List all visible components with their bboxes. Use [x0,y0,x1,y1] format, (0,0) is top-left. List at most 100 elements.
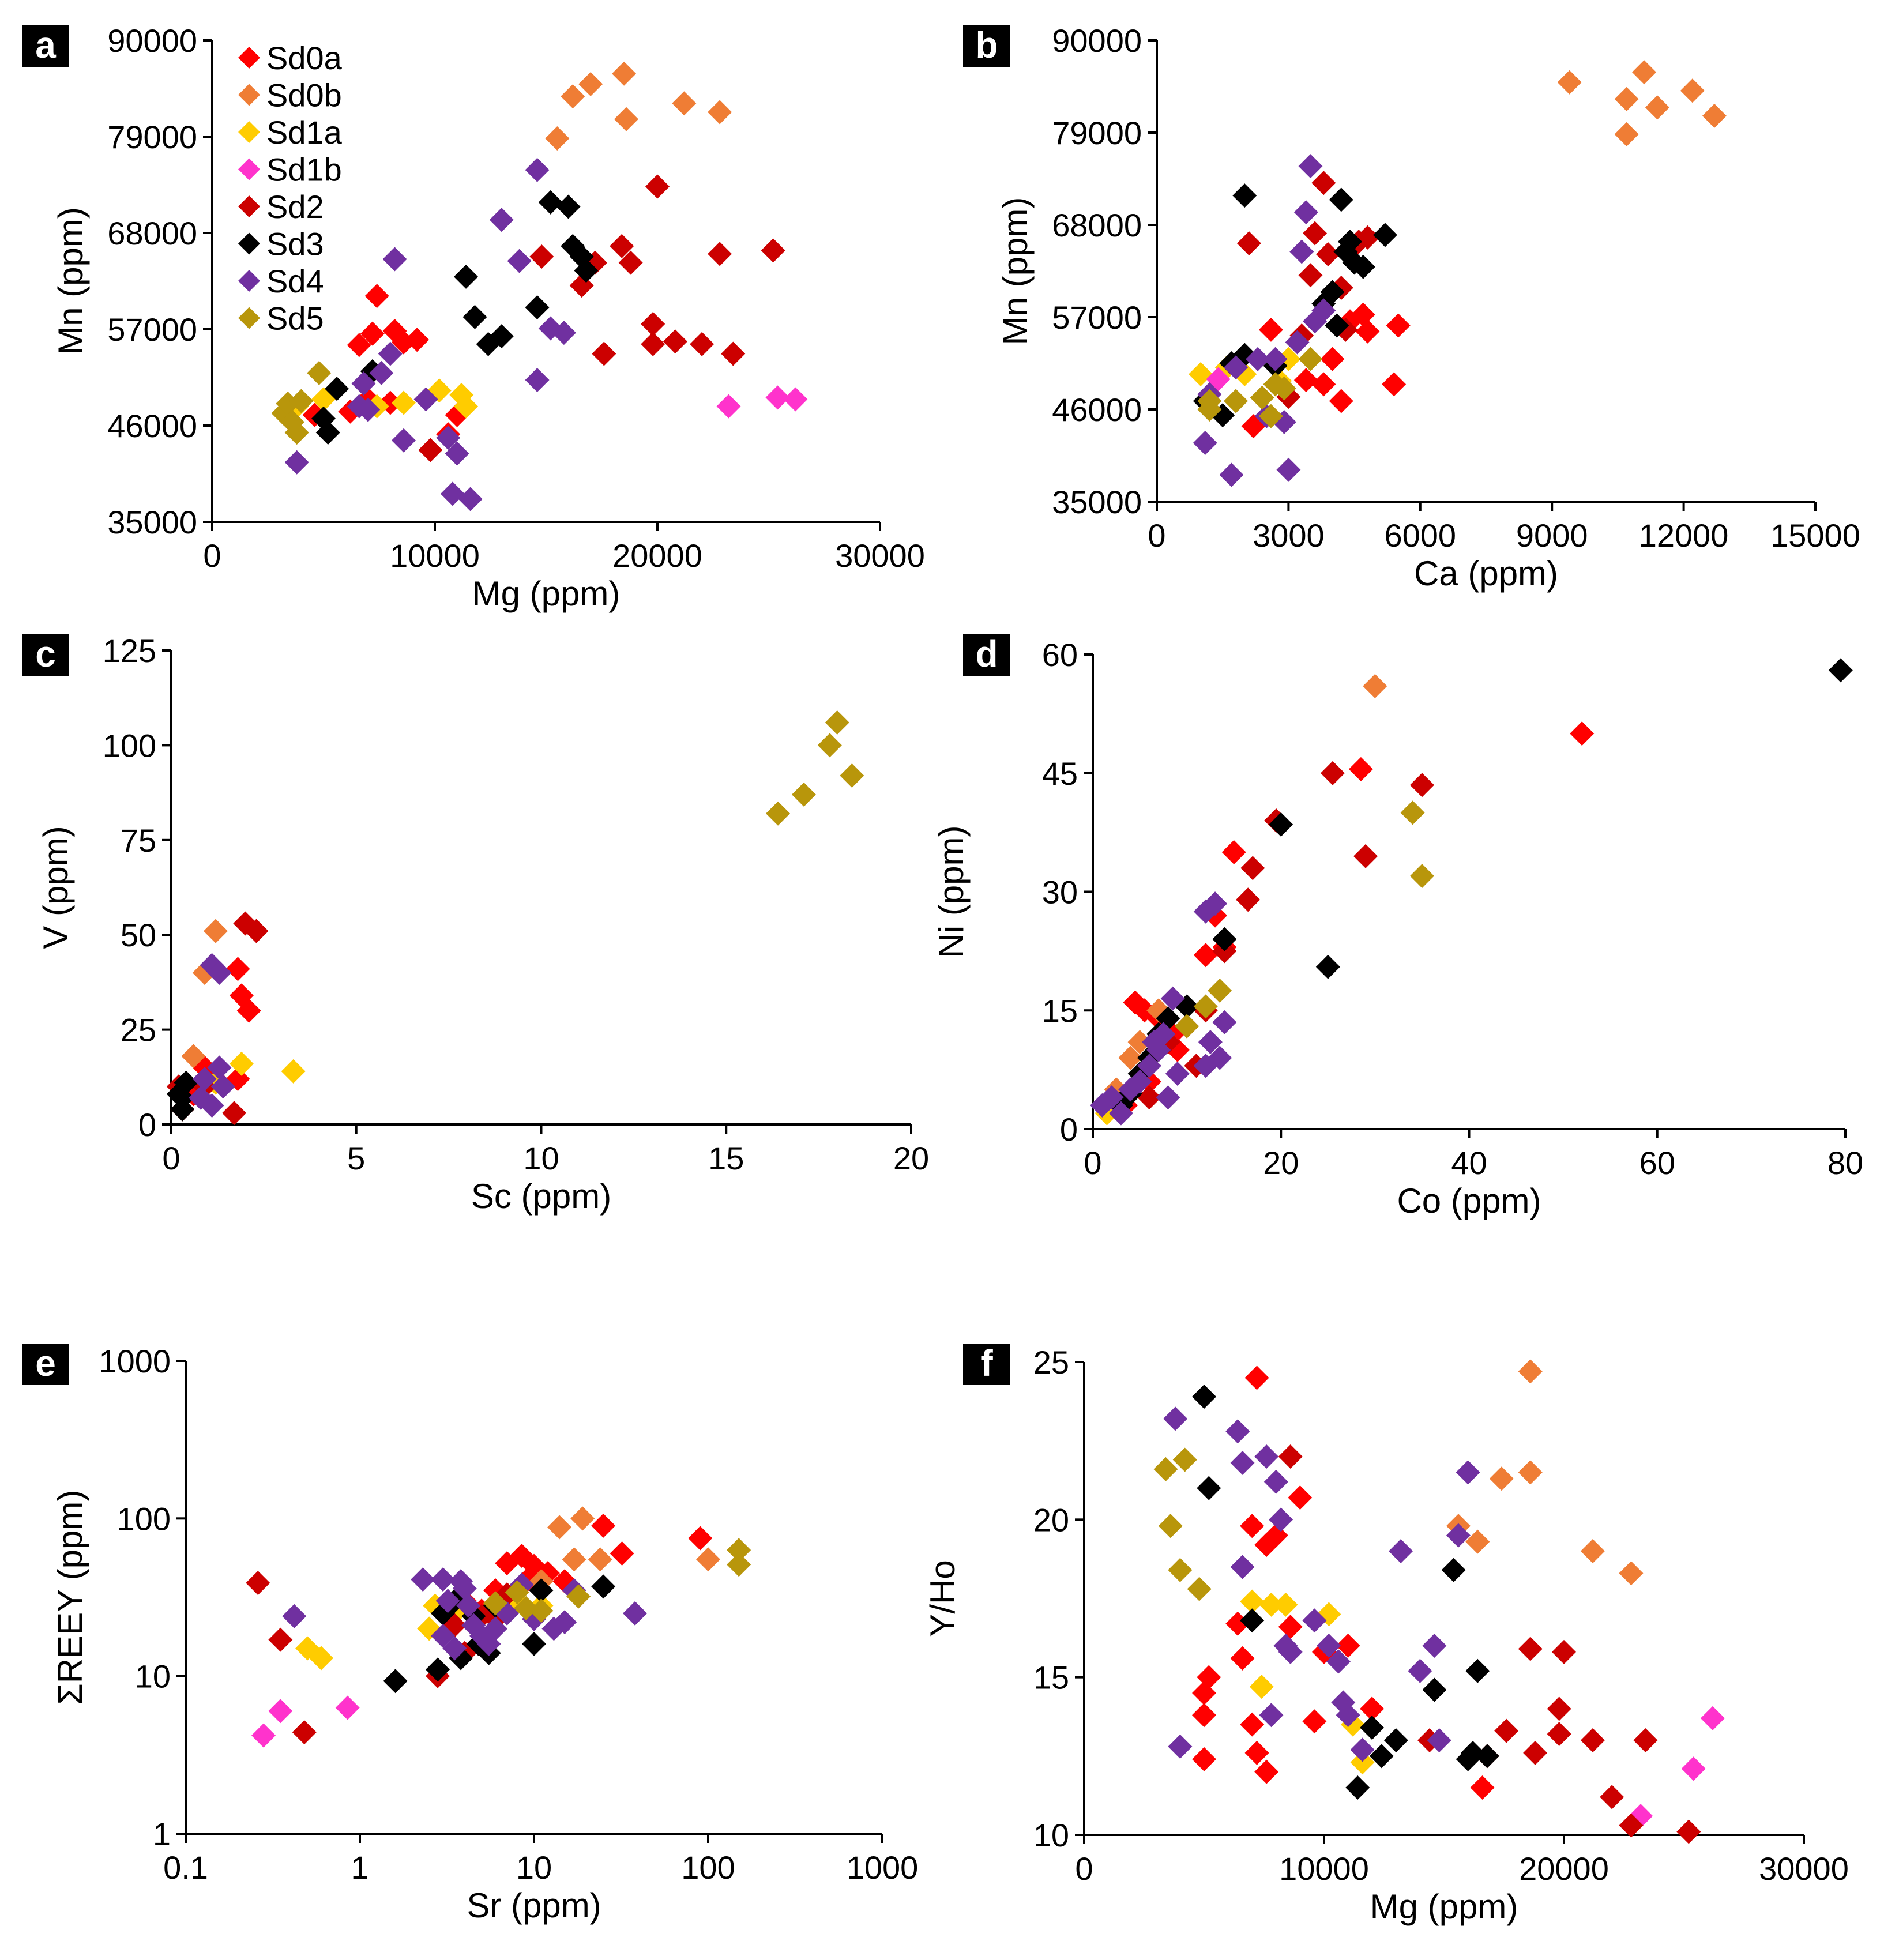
point-sd3 [1360,1716,1385,1740]
point-sd4 [391,428,416,453]
point-sd4 [378,341,403,366]
point-sd4 [1298,154,1323,179]
point-sd4 [623,1601,648,1626]
point-sd1a [1273,1592,1298,1617]
point-sd4 [1311,298,1336,323]
point-sd0a [1192,1703,1216,1728]
point-sd0b [672,91,697,116]
point-sd0b [1465,1529,1490,1554]
panel-badge [963,634,1010,676]
point-sd4 [1203,891,1228,916]
legend-marker-sd0b [238,84,260,106]
y-axis-label: V (ppm) [36,826,75,949]
point-sd0a [225,957,250,981]
point-sd0a [1240,1514,1265,1538]
point-sd2 [721,341,746,366]
point-sd4 [210,1074,235,1099]
point-sd4 [1389,1539,1413,1563]
point-sd3 [1465,1658,1490,1683]
point-sd4 [1230,1555,1255,1579]
point-sd4 [445,441,469,466]
y-tick-label: 15 [1033,1660,1069,1696]
panel-d: 0 20 40 60 80 0 15 30 45 60 Co (ppm) Ni (ppm) d [932,633,1863,1220]
point-sd1a [229,1051,254,1076]
point-sd4 [1090,1093,1115,1118]
point-sd1b [716,394,741,419]
point-sd4 [200,1093,224,1118]
point-sd5 [1208,978,1232,1003]
point-sd5 [483,1591,508,1616]
point-sd4 [1427,1728,1451,1752]
point-sd4 [1302,1608,1327,1633]
point-sd4 [1225,1419,1250,1444]
point-sd3 [538,190,563,215]
point-sd0b [588,1547,612,1572]
point-sd4 [1278,1639,1303,1664]
point-sd0b [1619,1561,1644,1586]
point-sd2 [663,329,687,354]
point-sd1a [1189,362,1213,386]
x-tick-label: 10000 [1279,1850,1369,1887]
point-sd4 [1263,1469,1288,1494]
point-sd4 [525,368,550,393]
point-sd5 [1224,389,1249,413]
point-sd5 [766,801,791,826]
point-sd0a [1192,1747,1216,1771]
point-sd3 [489,324,514,349]
point-sd2 [641,311,665,336]
point-sd3 [1320,280,1345,304]
y-tick-label: 0 [138,1107,156,1143]
point-sd0a [1132,998,1157,1023]
point-sd0a [1288,1485,1313,1510]
point-sd1a [281,1059,306,1084]
point-sd5 [1187,1577,1212,1601]
point-sd0a [405,328,430,352]
point-sd4 [1246,347,1270,371]
point-sd4 [282,1604,307,1628]
point-sd4 [1168,1734,1193,1759]
point-sd3 [522,1631,546,1656]
panel-b: 0 3000 6000 9000 12000 15000 35000 46000 57000 68… [963,22,1860,593]
legend-label-sd2: Sd2 [266,189,324,225]
point-sd0a [1278,1615,1303,1639]
point-sd0a [688,1526,713,1551]
point-sd5 [1175,1014,1199,1039]
point-sd1a [1259,1592,1284,1617]
point-sd2 [1552,1639,1576,1664]
point-sd4 [1293,200,1318,225]
x-tick-label: 80 [1827,1145,1863,1181]
y-tick-label: 79000 [107,119,197,155]
point-sd4 [436,426,461,450]
point-sd1b [268,1699,293,1724]
y-tick-label: 35000 [1052,484,1142,520]
point-sd4 [442,1636,467,1661]
point-sd5 [791,782,816,807]
point-sd0a [1351,302,1375,327]
point-sd3 [1269,812,1293,837]
point-sd0b [1518,1460,1543,1485]
point-sd3 [574,258,599,283]
point-sd5 [289,389,314,413]
y-tick-label: 45 [1042,755,1078,792]
point-sd2 [618,250,643,275]
x-tick-label: 10 [516,1849,552,1886]
point-sd4 [356,397,381,422]
panel-badge [22,25,69,67]
point-sd4 [1212,1010,1237,1034]
y-tick-label: 15 [1042,992,1078,1029]
point-sd4 [440,481,465,506]
point-sd2 [1137,1085,1161,1110]
point-sd1b [783,387,808,412]
point-sd4 [489,208,514,232]
point-sd4 [413,387,438,412]
point-sd4 [1198,1030,1223,1055]
x-tick-label: 3000 [1253,517,1325,554]
y-tick-label: 10 [135,1658,171,1695]
point-sd4 [1224,355,1249,380]
point-sd0a [610,1541,634,1566]
point-sd4 [458,487,483,511]
point-sd4 [525,157,550,182]
x-tick-label: 1 [351,1849,368,1886]
point-sd4 [1108,1101,1133,1126]
